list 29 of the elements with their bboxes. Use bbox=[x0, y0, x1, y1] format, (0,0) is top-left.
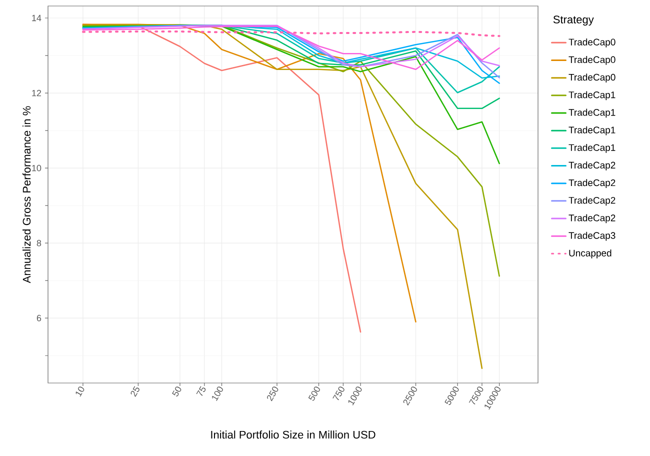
x-tick-label: 500 bbox=[308, 386, 320, 401]
legend-label: TradeCap0 bbox=[568, 56, 616, 65]
legend-label: Uncapped bbox=[569, 249, 612, 258]
legend-label: TradeCap2 bbox=[568, 162, 616, 170]
legend-label: TradeCap1 bbox=[568, 126, 616, 136]
y-tick-label: 8 bbox=[36, 240, 42, 246]
legend-label: TradeCap1 bbox=[568, 108, 616, 118]
x-tick-label: 25 bbox=[130, 386, 140, 397]
legend-title: Strategy bbox=[553, 16, 594, 26]
legend-label: TradeCap2 bbox=[568, 214, 616, 224]
legend-label: TradeCap1 bbox=[568, 91, 616, 100]
x-tick-label: 50 bbox=[172, 386, 182, 396]
x-tick-label: 100 bbox=[212, 386, 223, 401]
y-tick-label: 6 bbox=[36, 314, 42, 322]
y-tick-label: 10 bbox=[32, 164, 42, 172]
y-tick-label: 14 bbox=[32, 14, 42, 22]
x-axis-title: Initial Portfolio Size in Million USD bbox=[211, 430, 376, 439]
x-tick-label: 10 bbox=[76, 386, 84, 397]
x-tick-label: 250 bbox=[267, 386, 278, 402]
legend-label: TradeCap0 bbox=[568, 74, 616, 83]
y-tick-label: 12 bbox=[32, 90, 42, 96]
y-axis-title: Annualized Gross Performance in % bbox=[22, 106, 31, 284]
legend-label: TradeCap3 bbox=[568, 232, 616, 241]
legend-label: TradeCap2 bbox=[568, 196, 616, 206]
x-tick-label: 75 bbox=[196, 386, 206, 396]
legend-label: TradeCap1 bbox=[568, 144, 616, 153]
legend-label: TradeCap2 bbox=[568, 179, 616, 188]
x-tick-label: 750 bbox=[332, 386, 344, 400]
legend-label: TradeCap0 bbox=[568, 38, 616, 48]
